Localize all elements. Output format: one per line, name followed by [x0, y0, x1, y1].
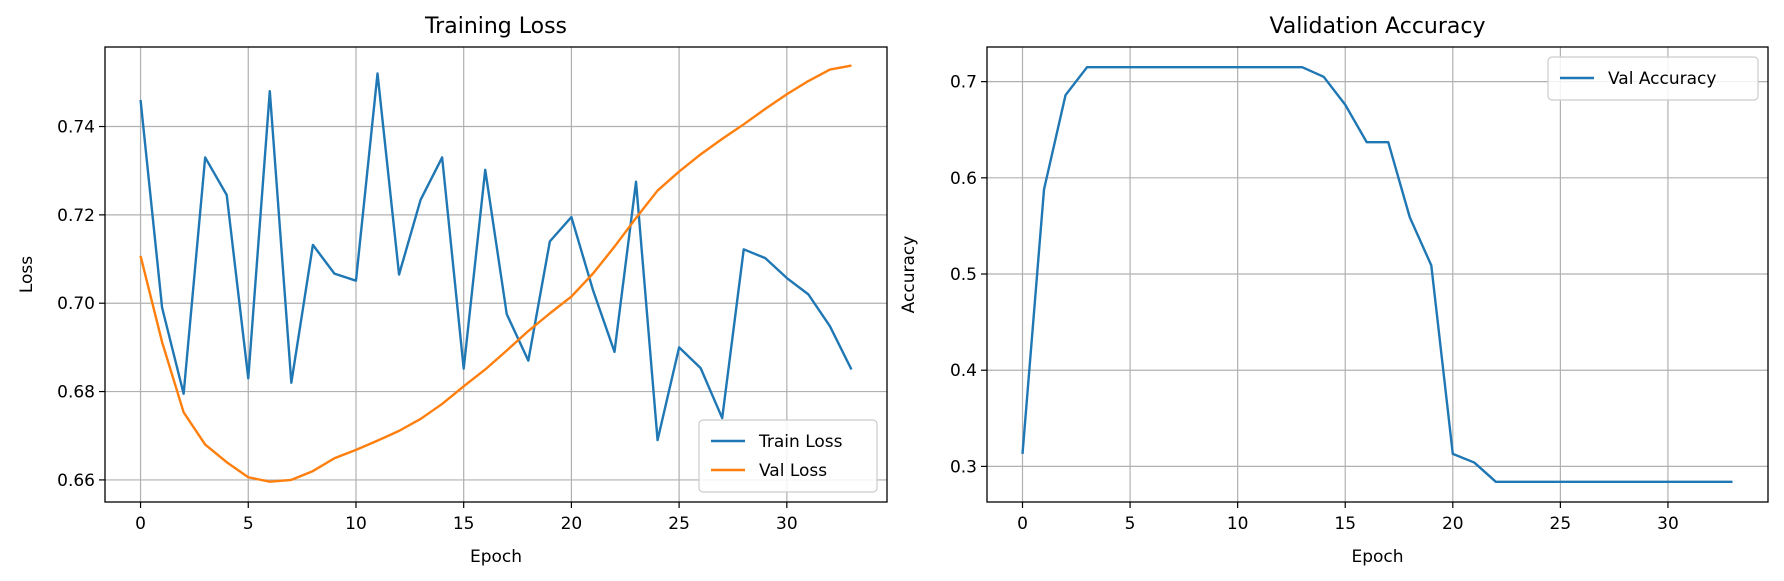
y-tick-label: 0.4 — [950, 361, 977, 381]
chart-title: Validation Accuracy — [1269, 14, 1485, 39]
y-axis-label: Loss — [17, 256, 37, 293]
series-line-train-loss — [139, 72, 853, 442]
x-axis-label: Epoch — [470, 547, 522, 567]
y-tick-label: 0.3 — [950, 457, 977, 477]
x-tick-label: 5 — [1125, 514, 1136, 534]
series-line-val-loss — [139, 64, 852, 483]
y-tick-label: 0.68 — [57, 383, 95, 403]
legend: Train Loss Val Loss — [698, 419, 878, 493]
x-tick-label: 25 — [668, 514, 690, 534]
legend-box — [1547, 56, 1759, 101]
x-axis-label: Epoch — [1351, 547, 1403, 567]
grid — [105, 47, 887, 502]
y-tick-label: 0.5 — [950, 265, 977, 285]
x-tick-label: 0 — [135, 514, 146, 534]
y-tick-label: 0.7 — [950, 73, 977, 93]
x-tick-label: 30 — [776, 514, 798, 534]
grid — [987, 47, 1768, 502]
legend-label: Val Loss — [759, 461, 827, 481]
validation-accuracy-chart: 0 5 10 15 20 25 30 0.3 0.4 0.5 0.6 0.7 Validation Ac… — [899, 14, 1769, 567]
x-tick-label: 0 — [1017, 514, 1028, 534]
x-tick-label: 30 — [1657, 514, 1679, 534]
x-tick-label: 15 — [453, 514, 475, 534]
y-tick-label: 0.6 — [950, 169, 977, 189]
x-tick-label: 20 — [561, 514, 583, 534]
x-tick-label: 10 — [345, 514, 367, 534]
plot-frame — [986, 46, 1769, 503]
x-tick-label: 20 — [1442, 514, 1464, 534]
legend-label: Train Loss — [758, 432, 843, 452]
legend-label: Val Accuracy — [1608, 69, 1716, 89]
series-line-val-accuracy — [1021, 65, 1733, 483]
plot-frame — [104, 46, 888, 503]
training-loss-chart: 0 5 10 15 20 25 30 0.66 0.68 0.70 0.72 0.74 Training… — [17, 14, 888, 567]
x-tick-label: 25 — [1550, 514, 1572, 534]
y-axis-label: Accuracy — [899, 236, 919, 314]
chart-title: Training Loss — [424, 14, 567, 39]
y-tick-label: 0.74 — [57, 118, 95, 138]
x-tick-label: 15 — [1334, 514, 1356, 534]
y-tick-label: 0.66 — [57, 471, 95, 491]
y-tick-label: 0.70 — [57, 294, 95, 314]
legend-box — [698, 419, 878, 493]
x-tick-label: 5 — [243, 514, 254, 534]
x-tick-label: 10 — [1227, 514, 1249, 534]
y-tick-label: 0.72 — [57, 206, 95, 226]
legend: Val Accuracy — [1547, 56, 1759, 101]
